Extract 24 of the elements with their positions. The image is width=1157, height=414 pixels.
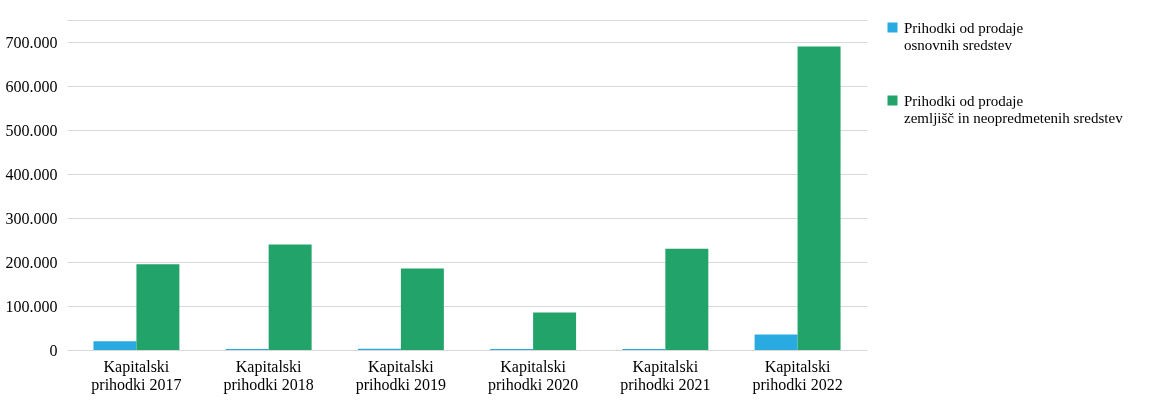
y-tick-label: 0 [49,341,58,359]
y-tick-label: 500.000 [5,121,58,139]
y-tick-label: 400.000 [5,165,58,183]
bar [665,248,709,350]
x-tick-label: Kapitalski prihodki 2020 [488,357,579,394]
x-tick-label: Kapitalski prihodki 2021 [620,357,711,394]
y-tick-label: 100.000 [5,297,58,315]
y-tick-label: 700.000 [5,33,58,51]
y-tick-label: 300.000 [5,209,58,227]
x-tick-label: Kapitalski prihodki 2019 [355,357,446,394]
x-tick-label: Kapitalski prihodki 2022 [752,357,843,394]
x-tick-label: Kapitalski prihodki 2017 [91,357,182,394]
y-tick-label: 600.000 [5,77,58,95]
bar [400,268,444,350]
legend-label: Prihodki od prodaje osnovnih sredstev [904,19,1024,53]
bar [268,244,312,350]
bar [797,46,841,350]
x-tick-label: Kapitalski prihodki 2018 [223,357,314,394]
y-tick-label: 200.000 [5,253,58,271]
bar [93,341,137,350]
bar [754,334,798,350]
legend-label: Prihodki od prodaje zemljišč in neopredmetenih sredstev [904,92,1124,126]
bar [533,312,577,350]
bar [136,264,180,350]
